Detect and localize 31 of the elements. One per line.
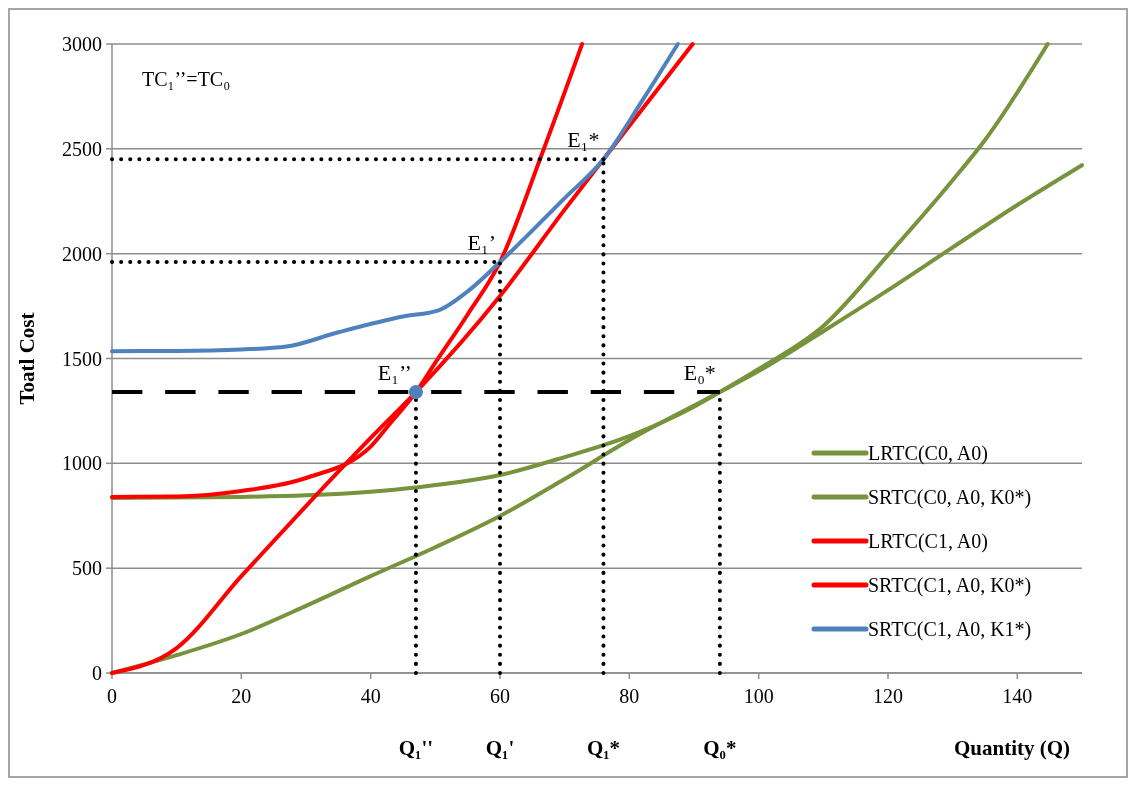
text: Q₁' — [485, 736, 515, 760]
annotation: TC₁’’=TC₀ — [142, 68, 231, 90]
legend-label: SRTC(C1, A0, K0*) — [868, 574, 1032, 597]
x-tick-label: 40 — [360, 685, 381, 707]
annotation: E₁’ — [467, 230, 496, 256]
y-axis-title: Toatl Cost — [15, 312, 39, 405]
x-tick-label: 0 — [107, 685, 117, 707]
text: Q₁* — [586, 736, 621, 760]
legend-label: SRTC(C1, A0, K1*) — [868, 618, 1032, 641]
y-tick-label: 2500 — [62, 137, 102, 160]
y-tick-label: 1000 — [62, 452, 102, 475]
legend-label: LRTC(C1, A0) — [868, 530, 988, 553]
y-tick-label: 3000 — [62, 33, 102, 55]
x-tick-label: 120 — [873, 685, 903, 707]
annotation: E₁’’ — [377, 360, 412, 386]
legend-label: SRTC(C0, A0, K0*) — [868, 486, 1032, 509]
x-tick-label: 140 — [1002, 685, 1033, 707]
y-tick-label: 1500 — [62, 347, 102, 370]
y-tick-label: 500 — [72, 557, 102, 580]
x-tick-label: 60 — [490, 685, 510, 707]
x-tick-label: 80 — [619, 685, 640, 707]
annotation: E₀* — [683, 360, 716, 386]
x-axis-title: Quantity (Q) — [953, 736, 1071, 760]
x-tick-label: 20 — [231, 685, 252, 707]
text: Q₀* — [703, 736, 737, 760]
x-tick-label: 100 — [743, 685, 774, 707]
annotation: E₁* — [567, 127, 600, 153]
text: Q₁'' — [398, 736, 434, 760]
legend-label: LRTC(C0, A0) — [868, 442, 988, 465]
y-tick-label: 0 — [92, 662, 102, 684]
y-tick-label: 2000 — [62, 242, 102, 265]
